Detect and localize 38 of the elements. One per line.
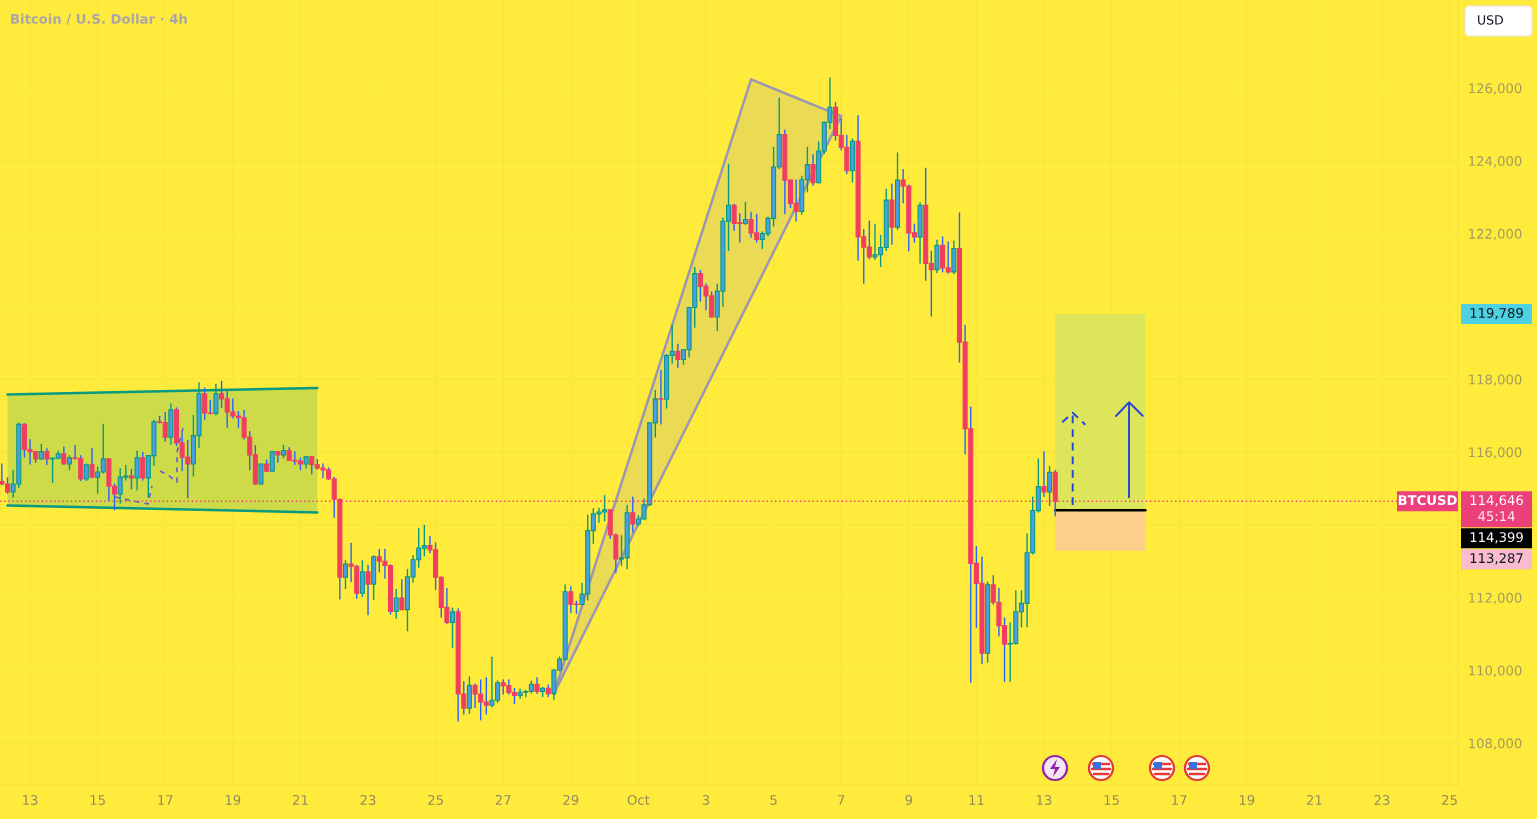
x-tick-label: 25 (428, 794, 443, 805)
text: 114,646 (1470, 495, 1523, 507)
x-tick-label: 21 (293, 794, 308, 805)
x-tick-label: 13 (23, 794, 38, 805)
x-tick-label: 15 (90, 795, 105, 805)
y-tick-label: 116,000 (1469, 447, 1522, 459)
x-tick-label: 7 (838, 795, 845, 805)
text: USD (1478, 15, 1503, 25)
y-tick-label: 122,000 (1469, 228, 1522, 241)
text: 114,399 (1470, 532, 1523, 544)
x-tick-label: 15 (1104, 795, 1119, 805)
text: 119,789 (1470, 307, 1523, 320)
ref-line-label: BTCUSD (1398, 495, 1457, 506)
x-tick-label: 3 (702, 794, 710, 805)
text: 113,287 (1470, 553, 1523, 565)
y-tick-label: 118,000 (1469, 374, 1522, 386)
x-tick-label: Oct (627, 794, 650, 805)
x-tick-label: 5 (770, 795, 777, 805)
x-tick-label: 19 (225, 794, 241, 805)
x-tick-label: 19 (1239, 794, 1255, 805)
x-tick-label: 23 (360, 794, 376, 805)
y-tick-label: 110,000 (1469, 665, 1522, 677)
y-tick-label: 112,000 (1469, 592, 1522, 605)
x-tick-label: 11 (969, 795, 984, 805)
x-tick-label: 23 (1374, 794, 1390, 805)
x-tick-label: 17 (158, 795, 173, 805)
x-tick-label: 13 (1037, 794, 1052, 805)
y-tick-label: 124,000 (1469, 156, 1522, 168)
text: 45:14 (1478, 511, 1515, 522)
x-tick-label: 29 (563, 794, 579, 805)
x-tick-label: 27 (495, 794, 511, 805)
x-tick-label: 9 (905, 794, 913, 805)
y-tick-label: 126,000 (1469, 83, 1522, 95)
x-tick-label: 21 (1306, 794, 1322, 805)
x-tick-label: 25 (1442, 794, 1457, 805)
text: Bitcoin / U.S. Dollar · 4h (11, 13, 187, 25)
x-tick-label: 17 (1172, 795, 1187, 805)
y-tick-label: 108,000 (1469, 738, 1522, 750)
